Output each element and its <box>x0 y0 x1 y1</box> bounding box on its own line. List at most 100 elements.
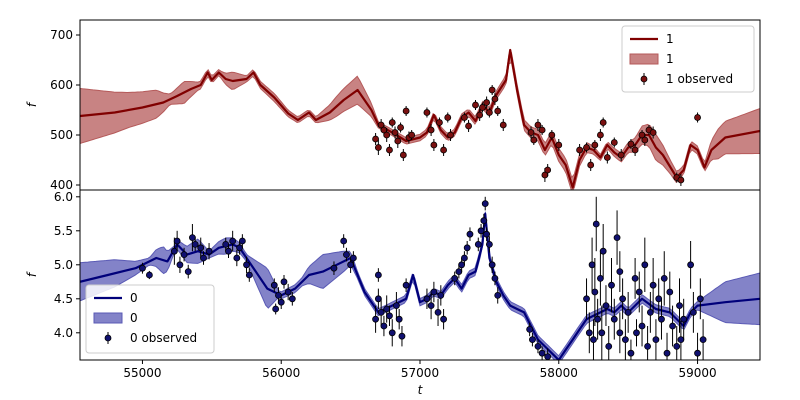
bottom-observed-point <box>483 230 491 238</box>
top-observed-point <box>402 107 410 115</box>
bottom-observed-point <box>347 261 355 269</box>
bottom-observed-point <box>427 302 435 310</box>
top-observed-point <box>440 146 447 154</box>
bottom-observed-point <box>597 274 604 282</box>
bottom-observed-point <box>599 247 607 255</box>
bottom-observed-point <box>621 336 629 344</box>
bottom-observed-point <box>631 274 639 282</box>
bottom-x-tick-label: 56000 <box>262 366 300 380</box>
top-legend-label: 1 <box>666 32 674 46</box>
top-observed-point <box>599 119 607 126</box>
bottom-observed-point <box>380 322 388 330</box>
bottom-observed-point <box>458 261 466 269</box>
bottom-observed-point <box>602 302 610 310</box>
bottom-observed-point <box>660 274 668 282</box>
top-observed-point <box>399 151 407 159</box>
bottom-observed-point <box>388 329 396 337</box>
bottom-observed-point <box>386 312 393 320</box>
bottom-observed-point <box>591 288 599 296</box>
top-observed-point <box>386 146 393 154</box>
bottom-observed-point <box>616 268 624 276</box>
bottom-observed-point <box>383 305 391 313</box>
top-observed-point <box>548 131 556 139</box>
bottom-legend: 0 0 0 observed <box>85 284 215 354</box>
top-observed-point <box>544 166 552 174</box>
bottom-observed-point <box>270 281 278 289</box>
top-observed-point <box>631 146 639 154</box>
bottom-observed-point <box>466 230 474 238</box>
bottom-observed-point <box>488 261 496 269</box>
bottom-observed-point <box>463 244 471 252</box>
top-observed-point <box>444 114 452 121</box>
bottom-observed-point <box>440 315 447 323</box>
bottom-observed-point <box>627 349 635 357</box>
bottom-legend-label: 0 <box>130 311 138 325</box>
bottom-observed-point <box>538 349 546 357</box>
top-y-axis-label: f <box>25 101 39 107</box>
top-observed-point <box>576 146 583 154</box>
bottom-legend-box <box>85 284 215 354</box>
top-observed-point <box>427 126 435 134</box>
top-observed-point <box>383 131 391 139</box>
top-observed-point <box>491 95 499 103</box>
bottom-observed-point <box>272 305 280 313</box>
bottom-observed-point <box>277 298 285 306</box>
bottom-observed-point <box>374 295 382 303</box>
top-observed-point <box>494 107 502 115</box>
bottom-observed-point <box>233 254 241 262</box>
bottom-observed-point <box>451 274 459 282</box>
bottom-observed-point <box>374 271 382 279</box>
top-y-tick-label: 400 <box>50 178 73 192</box>
bottom-observed-point <box>191 240 199 248</box>
bottom-observed-point <box>610 315 618 323</box>
bottom-observed-point <box>669 322 676 330</box>
bottom-observed-point <box>430 288 438 296</box>
bottom-observed-point <box>377 308 385 316</box>
bottom-observed-point <box>480 217 488 225</box>
bottom-legend-label: 0 observed <box>130 331 197 345</box>
bottom-observed-point <box>583 295 590 303</box>
bottom-observed-point <box>189 234 196 242</box>
bottom-observed-point <box>588 261 596 269</box>
bottom-observed-point <box>619 295 627 303</box>
bottom-observed-point <box>485 240 493 248</box>
bottom-observed-point <box>330 264 338 272</box>
bottom-observed-point <box>437 291 445 299</box>
bottom-observed-point <box>474 240 482 248</box>
top-observed-point <box>527 129 535 136</box>
bottom-observed-point <box>225 247 232 255</box>
top-observed-point <box>391 129 399 136</box>
bottom-observed-point <box>592 220 600 228</box>
bottom-observed-point <box>680 315 688 323</box>
bottom-y-tick-label: 6.0 <box>54 190 73 204</box>
bottom-observed-point <box>372 315 379 323</box>
bottom-observed-point <box>343 251 350 259</box>
top-observed-point <box>597 131 604 139</box>
bottom-observed-point <box>200 254 207 262</box>
top-observed-point <box>423 109 431 116</box>
bottom-observed-point <box>170 247 178 255</box>
bottom-observed-point <box>184 268 192 276</box>
top-observed-point <box>461 114 468 121</box>
top-observed-point <box>472 101 479 109</box>
top-observed-point <box>447 131 454 139</box>
bottom-legend-label: 0 <box>130 291 138 305</box>
bottom-x-tick-label: 58000 <box>540 366 578 380</box>
top-observed-point <box>476 111 484 119</box>
bottom-observed-point <box>280 278 288 286</box>
bottom-observed-point <box>649 281 657 289</box>
top-observed-point <box>583 144 590 151</box>
top-observed-point <box>488 86 496 94</box>
top-observed-point <box>627 140 635 148</box>
bottom-observed-point <box>644 342 651 350</box>
bottom-observed-point <box>176 261 184 269</box>
bottom-observed-point <box>616 329 624 337</box>
top-legend-label: 1 observed <box>666 72 733 86</box>
bottom-observed-point <box>173 237 181 245</box>
bottom-y-tick-label: 5.0 <box>54 258 73 272</box>
bottom-observed-point <box>590 336 597 344</box>
bottom-observed-point <box>461 254 468 262</box>
bottom-observed-point <box>494 291 502 299</box>
top-observed-point <box>499 121 507 129</box>
